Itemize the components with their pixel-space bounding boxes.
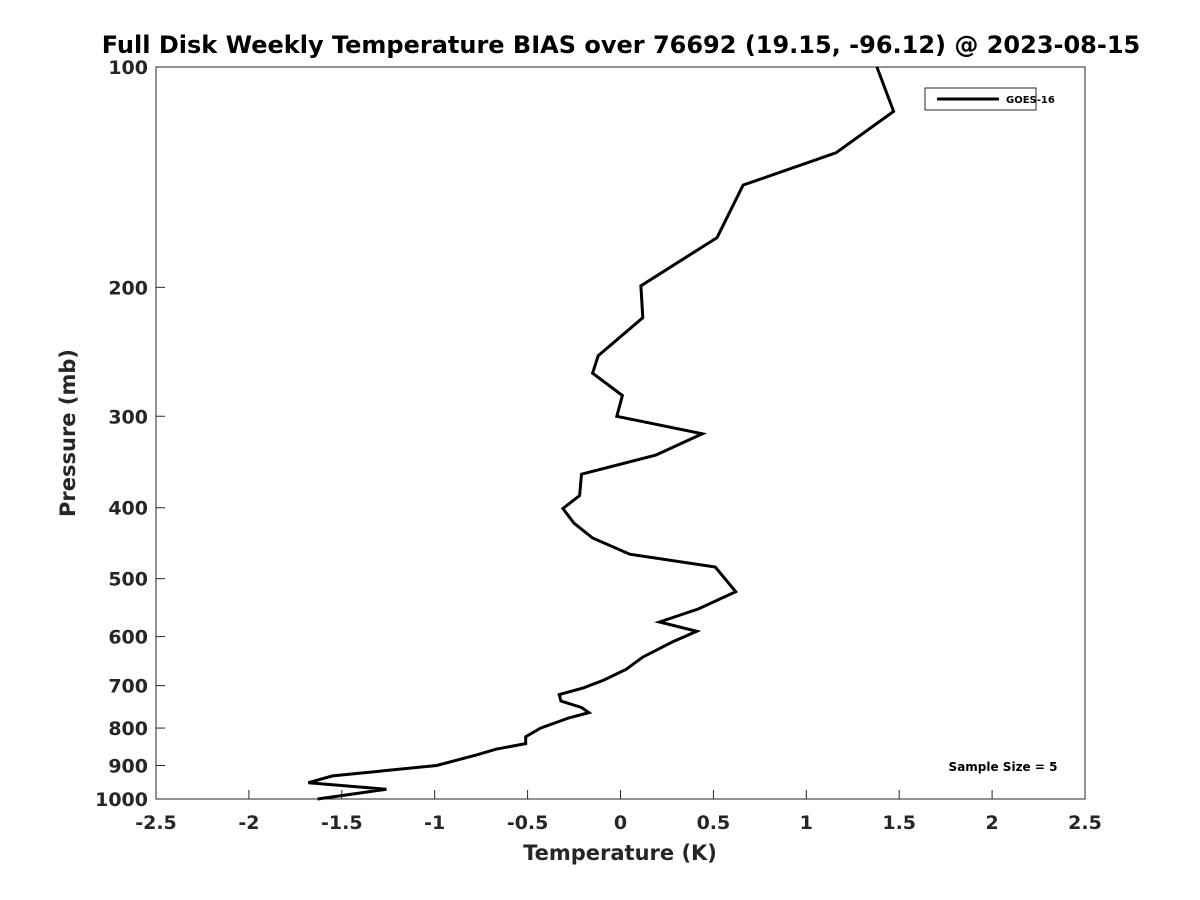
x-tick-label: 1 (800, 812, 813, 834)
y-tick-label: 900 (108, 756, 148, 778)
y-tick-label: 1000 (95, 789, 148, 811)
x-axis: -2.5 -2 -1.5 -1 -0.5 0 0.5 1 1.5 2 2.5 (135, 790, 1102, 834)
y-tick-label: 200 (108, 277, 148, 299)
y-tick-label: 400 (108, 498, 148, 520)
y-tick-label: 800 (108, 718, 148, 740)
x-tick-label: 0.5 (697, 812, 731, 834)
y-axis-title: Pressure (mb) (56, 349, 80, 517)
x-tick-label: 2.5 (1068, 812, 1102, 834)
x-tick-label: 2 (985, 812, 998, 834)
y-tick-label: 100 (108, 57, 148, 79)
y-tick-label: 700 (108, 676, 148, 698)
y-tick-label: 300 (108, 406, 148, 428)
series-line-goes-16 (307, 66, 896, 801)
y-tick-label: 500 (108, 569, 148, 591)
x-tick-label: -2 (238, 812, 259, 834)
x-tick-label: -1.5 (321, 812, 363, 834)
x-tick-label: 1.5 (882, 812, 916, 834)
x-tick-label: 0 (614, 812, 627, 834)
sample-size-note: Sample Size = 5 (949, 760, 1058, 774)
plot-frame (155, 66, 1086, 800)
chart-title: Full Disk Weekly Temperature BIAS over 7… (102, 31, 1141, 59)
x-tick-label: -1 (424, 812, 445, 834)
series-layer (307, 66, 896, 801)
x-axis-title: Temperature (K) (523, 841, 717, 865)
y-axis: 100 200 300 400 500 600 700 800 900 1000 (95, 57, 165, 811)
y-tick-label: 600 (108, 627, 148, 649)
legend: GOES-16 (924, 87, 1055, 111)
x-tick-label: -0.5 (507, 812, 549, 834)
legend-label-goes-16: GOES-16 (1006, 95, 1055, 106)
x-tick-label: -2.5 (135, 812, 177, 834)
